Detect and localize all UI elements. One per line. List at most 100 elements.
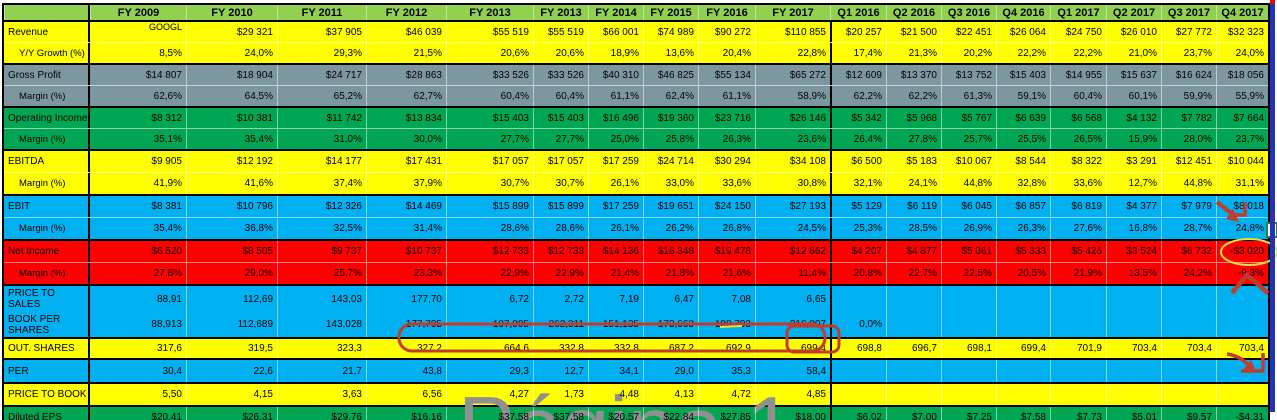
row-label[interactable]: Margin (%): [4, 129, 90, 149]
cell[interactable]: [941, 384, 996, 405]
cell[interactable]: $7 979: [1161, 196, 1216, 217]
cell[interactable]: 20,8%: [830, 263, 886, 284]
cell[interactable]: 33,0%: [643, 173, 698, 194]
cell[interactable]: 23,3%: [366, 263, 446, 284]
cell[interactable]: 173,663: [643, 312, 698, 337]
cell[interactable]: $33 526: [533, 65, 588, 85]
cell[interactable]: $26,31: [186, 407, 277, 420]
cell[interactable]: $6 045: [941, 196, 996, 217]
cell[interactable]: $22 451: [941, 22, 996, 42]
cell[interactable]: 698,1: [941, 339, 996, 358]
cell[interactable]: $14 807: [90, 65, 186, 85]
cell[interactable]: 26,1%: [588, 173, 643, 194]
cell[interactable]: $9 905: [90, 151, 186, 172]
cell[interactable]: 60,1%: [1106, 86, 1161, 106]
cell[interactable]: 59,1%: [996, 86, 1050, 106]
column-header-q2-2016[interactable]: Q2 2016: [886, 5, 941, 20]
cell[interactable]: $14 955: [1050, 65, 1106, 85]
cell[interactable]: 8,5%: [90, 43, 186, 63]
cell[interactable]: $12 662: [755, 241, 830, 262]
row-label[interactable]: PRICE TO BOOK: [4, 384, 90, 405]
cell[interactable]: 664,6: [446, 339, 533, 358]
corner-header-cell[interactable]: [4, 5, 90, 20]
cell[interactable]: 27,7%: [533, 129, 588, 149]
cell[interactable]: $15 403: [446, 108, 533, 128]
cell[interactable]: 28,0%: [1161, 129, 1216, 149]
cell[interactable]: 33,6%: [698, 173, 755, 194]
cell[interactable]: 4,13: [643, 384, 698, 405]
row-label[interactable]: Revenue: [4, 22, 90, 42]
cell[interactable]: 58,9%: [755, 86, 830, 106]
cell[interactable]: $7 782: [1161, 108, 1216, 128]
cell[interactable]: 32,5%: [277, 218, 366, 239]
cell[interactable]: 692,9: [698, 339, 755, 358]
cell[interactable]: 32,8%: [996, 173, 1050, 194]
cell[interactable]: 28,6%: [446, 218, 533, 239]
cell[interactable]: 44,8%: [1161, 173, 1216, 194]
cell[interactable]: 703,4: [1216, 339, 1268, 358]
cell[interactable]: 16,8%: [1106, 218, 1161, 239]
cell[interactable]: 332,8: [533, 339, 588, 358]
cell[interactable]: [886, 384, 941, 405]
cell[interactable]: [1106, 312, 1161, 337]
cell[interactable]: 703,4: [1106, 339, 1161, 358]
cell[interactable]: 26,3%: [996, 218, 1050, 239]
cell[interactable]: 26,4%: [830, 129, 886, 149]
cell[interactable]: 58,4: [755, 360, 830, 382]
cell[interactable]: $14 136: [588, 241, 643, 262]
column-header-q1-2017[interactable]: Q1 2017: [1050, 5, 1106, 20]
cell[interactable]: 22,9%: [533, 263, 588, 284]
cell[interactable]: 332,8: [588, 339, 643, 358]
row-label[interactable]: Operating Income: [4, 108, 90, 128]
cell[interactable]: 61,3%: [941, 86, 996, 106]
cell[interactable]: $3 291: [1106, 151, 1161, 172]
row-label[interactable]: BOOK PER SHARES: [4, 312, 90, 337]
cell[interactable]: 24,1%: [886, 173, 941, 194]
cell[interactable]: 26,9%: [941, 218, 996, 239]
cell[interactable]: $10 796: [186, 196, 277, 217]
cell[interactable]: 24,5%: [755, 218, 830, 239]
cell[interactable]: $15 899: [446, 196, 533, 217]
cell[interactable]: $15 637: [1106, 65, 1161, 85]
cell[interactable]: 17,4%: [830, 43, 886, 63]
cell[interactable]: $37,58: [533, 407, 588, 420]
cell[interactable]: 24,2%: [1161, 263, 1216, 284]
cell[interactable]: 112,69: [186, 286, 277, 312]
cell[interactable]: $19 478: [698, 241, 755, 262]
cell[interactable]: 55,9%: [1216, 86, 1268, 106]
cell[interactable]: 41,9%: [90, 173, 186, 194]
row-label[interactable]: Diluted EPS: [4, 407, 90, 420]
cell[interactable]: 3,63: [277, 384, 366, 405]
cell[interactable]: $27 193: [755, 196, 830, 217]
row-label[interactable]: EBITDA: [4, 151, 90, 172]
cell[interactable]: $20,41: [90, 407, 186, 420]
cell[interactable]: 37,4%: [277, 173, 366, 194]
cell[interactable]: $27,85: [698, 407, 755, 420]
column-header-fy-2013[interactable]: FY 2013: [533, 5, 588, 20]
cell[interactable]: 33,6%: [1050, 173, 1106, 194]
cell[interactable]: 7,08: [698, 286, 755, 312]
column-header-fy-2016[interactable]: FY 2016: [698, 5, 755, 20]
cell[interactable]: 43,8: [366, 360, 446, 382]
cell[interactable]: 65,2%: [277, 86, 366, 106]
cell[interactable]: 699,4: [755, 339, 830, 358]
cell[interactable]: 30,0%: [366, 129, 446, 149]
cell[interactable]: 29,0%: [186, 263, 277, 284]
cell[interactable]: $18 056: [1216, 65, 1268, 85]
cell[interactable]: $12 609: [830, 65, 886, 85]
cell[interactable]: $46 039: [366, 22, 446, 42]
cell[interactable]: GOOGL: [90, 22, 186, 42]
cell[interactable]: 21,0%: [1106, 43, 1161, 63]
cell[interactable]: [1216, 384, 1268, 405]
cell[interactable]: 26,5%: [1050, 129, 1106, 149]
cell[interactable]: $6 500: [830, 151, 886, 172]
cell[interactable]: 20,2%: [941, 43, 996, 63]
cell[interactable]: $19 360: [643, 108, 698, 128]
cell[interactable]: $6 857: [996, 196, 1050, 217]
cell[interactable]: 317,6: [90, 339, 186, 358]
cell[interactable]: 12,7%: [1106, 173, 1161, 194]
cell[interactable]: 21,5%: [366, 43, 446, 63]
cell[interactable]: 24,0%: [186, 43, 277, 63]
cell[interactable]: 21,3%: [886, 43, 941, 63]
cell[interactable]: 36,8%: [186, 218, 277, 239]
